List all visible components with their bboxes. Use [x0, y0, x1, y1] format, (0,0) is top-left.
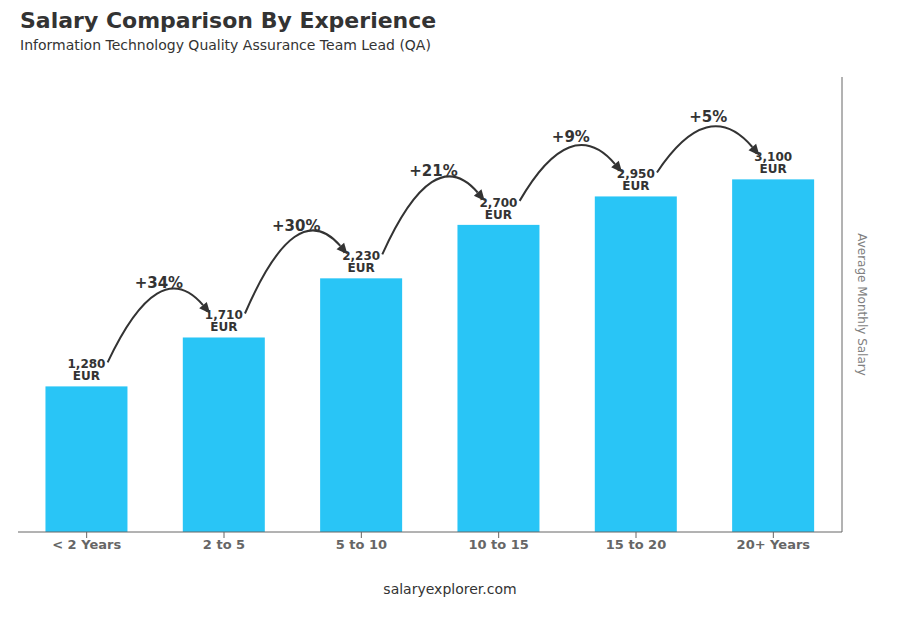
svg-text:+30%: +30%: [272, 217, 320, 235]
svg-text:+9%: +9%: [552, 128, 590, 146]
html-text:salaryexplorer.com: salaryexplorer.com: [383, 581, 517, 597]
html-text:Information Technology Quality: Information Technology Quality Assurance…: [20, 37, 431, 53]
svg-text:+5%: +5%: [689, 108, 727, 126]
svg-text:< 2 Years: < 2 Years: [52, 537, 121, 552]
svg-text:1,710EUR: 1,710EUR: [205, 308, 243, 334]
svg-text:1,280EUR: 1,280EUR: [67, 357, 105, 383]
svg-text:5 to 10: 5 to 10: [336, 537, 387, 552]
svg-text:20+ Years: 20+ Years: [737, 537, 811, 552]
svg-text:10 to 15: 10 to 15: [468, 537, 528, 552]
svg-text:2,700EUR: 2,700EUR: [479, 196, 517, 222]
svg-text:Average Monthly Salary: Average Monthly Salary: [855, 233, 869, 376]
svg-text:2,230EUR: 2,230EUR: [342, 249, 380, 275]
svg-text:2 to 5: 2 to 5: [203, 537, 245, 552]
svg-text:2,950EUR: 2,950EUR: [617, 167, 655, 193]
svg-text:15 to 20: 15 to 20: [606, 537, 666, 552]
svg-text:3,100EUR: 3,100EUR: [754, 150, 792, 176]
svg-text:+21%: +21%: [409, 162, 457, 180]
html-text:Salary Comparison By Experienc: Salary Comparison By Experience: [20, 8, 437, 33]
svg-text:+34%: +34%: [135, 274, 183, 292]
